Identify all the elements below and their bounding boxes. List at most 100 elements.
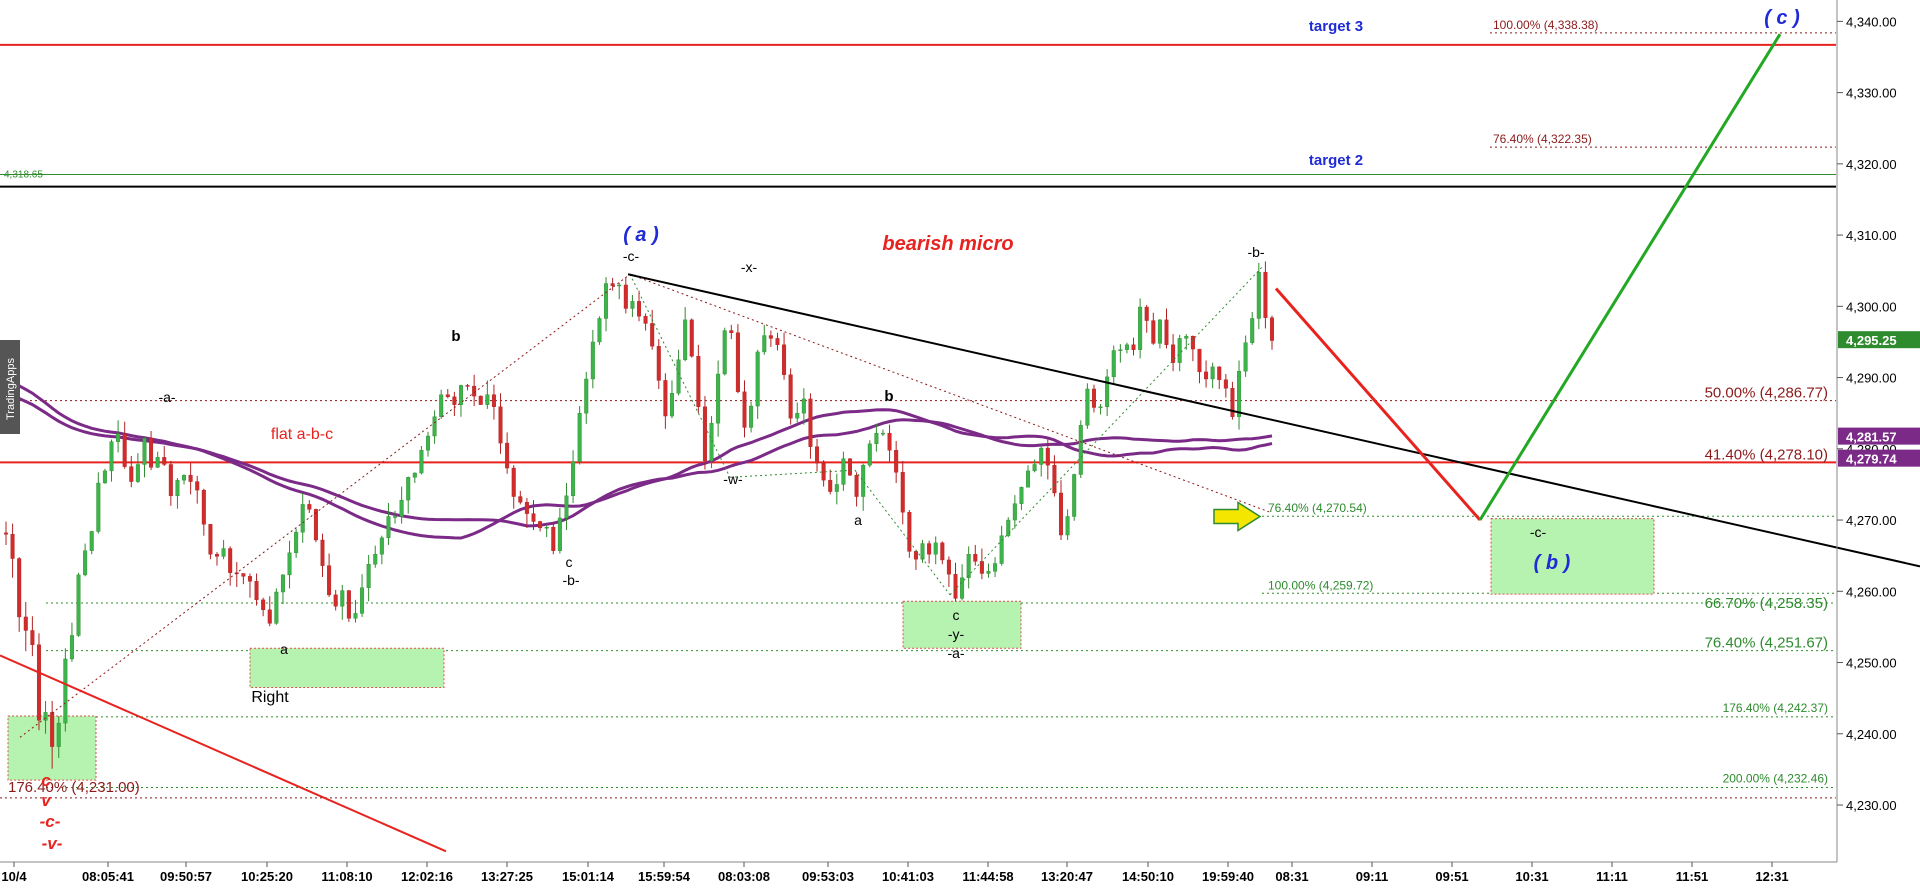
wave-annotation: a [280, 641, 288, 657]
candle [1177, 334, 1182, 372]
candle [280, 574, 285, 605]
candle [1078, 420, 1083, 479]
price-tick-label: 4,320.00 [1846, 157, 1897, 172]
time-tick-label: 13:27:25 [481, 869, 533, 884]
time-tick-label: 11:08:10 [321, 869, 372, 884]
candle [663, 373, 668, 429]
candle [267, 596, 272, 627]
candle [478, 395, 483, 405]
candle [683, 307, 688, 362]
candle [360, 574, 365, 617]
price-tag [1838, 331, 1920, 349]
annotations-layer: 100.00% (4,338.38) 76.40% (4,322.35) 50.00… [0, 7, 1828, 853]
candle [795, 402, 800, 423]
candle [1026, 465, 1031, 488]
candle [1144, 304, 1149, 333]
candle [696, 344, 701, 414]
candle [604, 277, 609, 332]
price-tag [1838, 449, 1920, 467]
candle [894, 440, 899, 484]
candle [788, 368, 793, 425]
candle [887, 424, 892, 463]
price-tick-label: 4,240.00 [1846, 727, 1897, 742]
candle [452, 391, 457, 417]
watermark-label: TradingApps [5, 358, 17, 420]
swing-connector [854, 469, 951, 596]
candle [913, 550, 918, 570]
candle [880, 429, 885, 436]
wave-annotation: target 3 [1309, 18, 1363, 35]
candle [953, 562, 958, 602]
price-tick-label: 4,250.00 [1846, 656, 1897, 671]
wave-annotation: c [953, 607, 960, 623]
time-tick-label: 12:31 [1755, 869, 1788, 884]
wave-annotation: Right [251, 689, 289, 706]
candle [861, 463, 866, 511]
candle [801, 388, 806, 425]
candle [274, 588, 279, 625]
candle [557, 507, 562, 554]
price-tick-label: 4,330.00 [1846, 86, 1897, 101]
candle [63, 648, 68, 732]
fib-level-label: 76.40% (4,322.35) [1493, 132, 1592, 146]
wave-annotation: -x- [741, 259, 758, 275]
fib-level-label: 76.40% (4,270.54) [1268, 501, 1367, 515]
wave-annotation: -c- [623, 248, 640, 264]
candle [287, 540, 292, 589]
candle [76, 572, 81, 637]
fib-level-label: 41.40% (4,278.10) [1705, 446, 1828, 463]
time-tick-label: 11:51 [1676, 869, 1709, 884]
candle [307, 500, 312, 513]
fib-level-label: 66.70% (4,258.35) [1705, 595, 1828, 612]
swing-connector [629, 273, 1273, 514]
target-zone-box [1490, 518, 1655, 595]
price-tick-label: 4,290.00 [1846, 371, 1897, 386]
price-tick-label: 4,260.00 [1846, 584, 1897, 599]
candle [1223, 374, 1228, 398]
candle [933, 536, 938, 565]
candle [1256, 262, 1261, 330]
candle [135, 453, 140, 484]
candle [762, 324, 767, 355]
target-zone-box [249, 647, 445, 688]
candle [623, 277, 628, 314]
candle [775, 332, 780, 351]
candle [544, 525, 549, 538]
projected-down-leg [1274, 287, 1482, 522]
candle [300, 492, 305, 543]
candle [294, 528, 299, 558]
projected-up-leg [1478, 33, 1782, 521]
time-tick-label: 10:31 [1515, 869, 1548, 884]
candle [10, 523, 15, 578]
candle [828, 469, 833, 495]
candle [755, 349, 760, 419]
candle [155, 451, 160, 469]
price-tick-label: 4,270.00 [1846, 513, 1897, 528]
candle [854, 472, 859, 507]
wave-annotation: v [41, 791, 52, 810]
candle [445, 388, 450, 399]
candle [313, 508, 318, 543]
time-tick-label: 08:05:41 [82, 869, 134, 884]
candle [1250, 312, 1255, 345]
candle [175, 478, 180, 509]
wave-annotation: c [41, 771, 51, 790]
candle [1237, 360, 1242, 430]
candle [56, 715, 61, 758]
arrow-right-icon [1213, 501, 1262, 532]
candle [30, 616, 35, 657]
candle [782, 332, 787, 380]
candle [848, 458, 853, 476]
candle [630, 294, 635, 318]
candle [1131, 337, 1136, 356]
candle [1039, 446, 1044, 477]
candle [1217, 366, 1222, 389]
candle [373, 545, 378, 568]
candle [637, 290, 642, 322]
candle [986, 563, 991, 578]
candle [590, 329, 595, 389]
candles-layer [3, 261, 1274, 769]
candle [643, 313, 648, 331]
candle [261, 597, 266, 617]
candle [221, 539, 226, 560]
